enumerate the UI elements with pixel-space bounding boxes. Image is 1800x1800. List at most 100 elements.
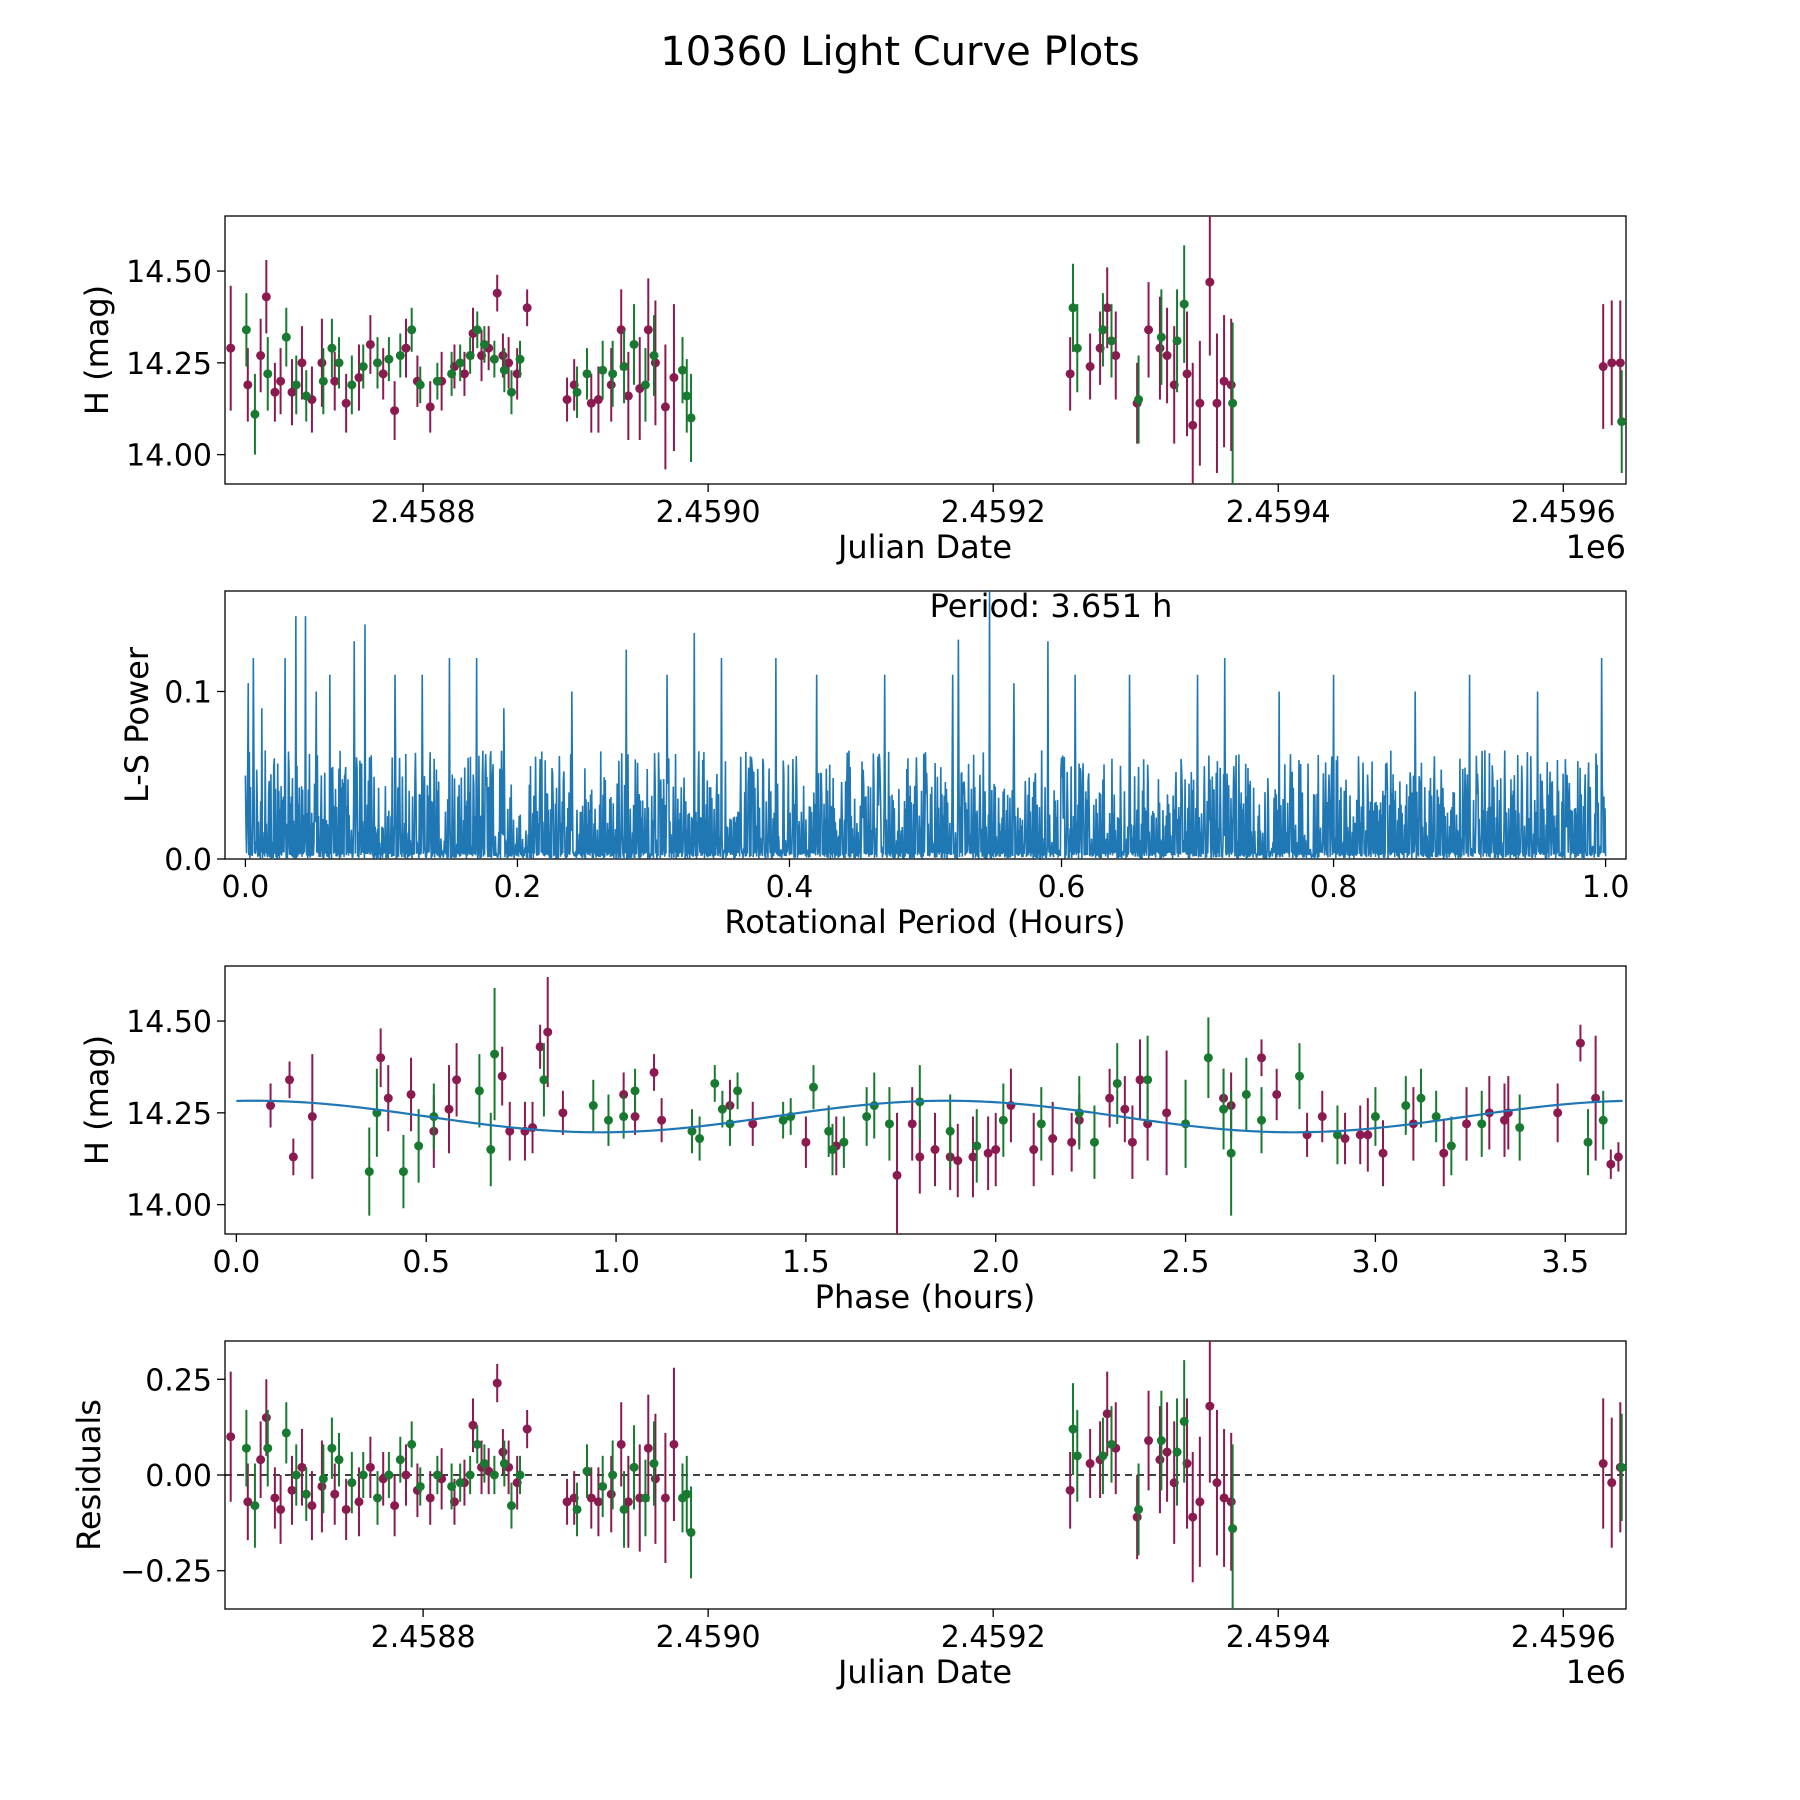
- green-data-point: [630, 1086, 640, 1096]
- green-data-point: [686, 1527, 696, 1537]
- green-data-point: [710, 1078, 720, 1088]
- green-data-point: [455, 1478, 465, 1488]
- green-data-point: [358, 362, 368, 372]
- green-data-point: [608, 369, 618, 379]
- x-tick-label: 2.4588: [371, 495, 476, 530]
- green-data-point: [358, 1470, 368, 1480]
- purple-data-point: [1500, 1115, 1510, 1125]
- green-data-point: [1179, 1416, 1189, 1426]
- purple-data-point: [1607, 1478, 1617, 1488]
- green-data-point: [1203, 1053, 1213, 1063]
- green-data-point: [447, 1481, 457, 1491]
- green-data-point: [347, 380, 357, 390]
- green-data-point: [472, 1439, 482, 1449]
- green-data-point: [619, 362, 629, 372]
- green-data-point: [1112, 1078, 1122, 1088]
- green-data-point: [465, 351, 475, 361]
- light-curve-frame: [224, 215, 1627, 485]
- light-curve-ticks: 2.4588 2.4590 2.4592 2.4594 2.4596 14.00 14.25…: [126, 255, 1616, 530]
- purple-data-point: [459, 369, 469, 379]
- purple-data-point: [288, 1152, 298, 1162]
- green-data-point: [629, 339, 639, 349]
- purple-data-point: [1065, 1485, 1075, 1495]
- purple-data-point: [930, 1145, 940, 1155]
- green-data-point: [1089, 1137, 1099, 1147]
- green-data-point: [598, 1481, 608, 1491]
- y-tick-label: 0.1: [164, 676, 212, 711]
- green-data-point: [677, 365, 687, 375]
- x-tick-label: 2.4596: [1511, 1620, 1616, 1655]
- purple-data-point: [1188, 420, 1198, 430]
- purple-data-point: [1340, 1134, 1350, 1144]
- green-data-point: [1068, 1424, 1078, 1434]
- phase-fold-ticks: 0.0 0.5 1.0 1.5 2.0 2.5 3.0 3.5 14.00 14.25 14.50: [126, 1005, 1589, 1280]
- purple-data-point: [991, 1145, 1001, 1155]
- green-data-point: [619, 1504, 629, 1514]
- green-data-point: [398, 1167, 408, 1177]
- purple-data-point: [317, 358, 327, 368]
- x-tick-label: 2.4596: [1511, 495, 1616, 530]
- y-tick-label: 14.25: [126, 347, 212, 382]
- green-data-point: [686, 413, 696, 423]
- x-tick-label: 0.0: [213, 1245, 261, 1280]
- purple-data-point: [1615, 358, 1625, 368]
- green-data-point: [629, 1462, 639, 1472]
- purple-data-point: [630, 1112, 640, 1122]
- purple-data-point: [660, 402, 670, 412]
- purple-data-point: [1317, 1112, 1327, 1122]
- purple-data-point: [330, 376, 340, 386]
- purple-data-point: [256, 1455, 266, 1465]
- model-fit-curve: [236, 1099, 1623, 1134]
- purple-data-point: [341, 398, 351, 408]
- green-data-point: [479, 339, 489, 349]
- phase-fold-xlabel: Phase (hours): [815, 1278, 1036, 1316]
- purple-data-point: [643, 325, 653, 335]
- purple-data-point: [1355, 1130, 1365, 1140]
- green-data-point: [572, 1504, 582, 1514]
- green-data-point: [415, 380, 425, 390]
- purple-data-point: [270, 1493, 280, 1503]
- green-data-point: [465, 1470, 475, 1480]
- green-data-point: [1098, 325, 1108, 335]
- purple-data-point: [1067, 1137, 1077, 1147]
- residuals-offset-label: 1e6: [1566, 1653, 1626, 1691]
- purple-data-point: [497, 1071, 507, 1081]
- green-data-point: [945, 1126, 955, 1136]
- x-tick-label: 1.0: [1582, 870, 1630, 905]
- residuals-ylabel: Residuals: [70, 1399, 108, 1551]
- purple-data-point: [606, 1489, 616, 1499]
- x-tick-label: 1.0: [592, 1245, 640, 1280]
- purple-data-point: [1607, 358, 1617, 368]
- green-data-point: [263, 1443, 273, 1453]
- purple-data-point: [1606, 1159, 1616, 1169]
- green-data-point: [384, 1470, 394, 1480]
- green-data-point: [395, 351, 405, 361]
- figure-title: 10360 Light Curve Plots: [660, 29, 1139, 75]
- green-data-point: [1257, 1115, 1267, 1125]
- green-data-point: [301, 1489, 311, 1499]
- purple-data-point: [1162, 1108, 1172, 1118]
- light-curve-ylabel: H (mag): [78, 285, 116, 415]
- purple-data-point: [1162, 351, 1172, 361]
- purple-data-point: [1155, 343, 1165, 353]
- periodogram-frame: [224, 590, 1627, 860]
- green-data-point: [432, 376, 442, 386]
- green-data-point: [682, 391, 692, 401]
- purple-data-point: [492, 288, 502, 298]
- purple-data-point: [522, 303, 532, 313]
- purple-data-point: [586, 398, 596, 408]
- green-data-point: [649, 1459, 659, 1469]
- purple-data-point: [276, 1504, 286, 1514]
- purple-data-point: [1144, 325, 1154, 335]
- purple-data-point: [1205, 1401, 1215, 1411]
- green-data-point: [506, 387, 516, 397]
- purple-data-point: [1120, 1104, 1130, 1114]
- light-curve-panel: 2.4588 2.4590 2.4592 2.4594 2.4596 14.00 14.25…: [78, 215, 1627, 566]
- green-data-point: [827, 1145, 837, 1155]
- green-data-point: [603, 1115, 613, 1125]
- purple-data-point: [390, 1501, 400, 1511]
- purple-data-point: [276, 376, 286, 386]
- y-tick-label: 0.0: [164, 843, 212, 878]
- green-data-point: [250, 409, 260, 419]
- purple-data-point: [558, 1108, 568, 1118]
